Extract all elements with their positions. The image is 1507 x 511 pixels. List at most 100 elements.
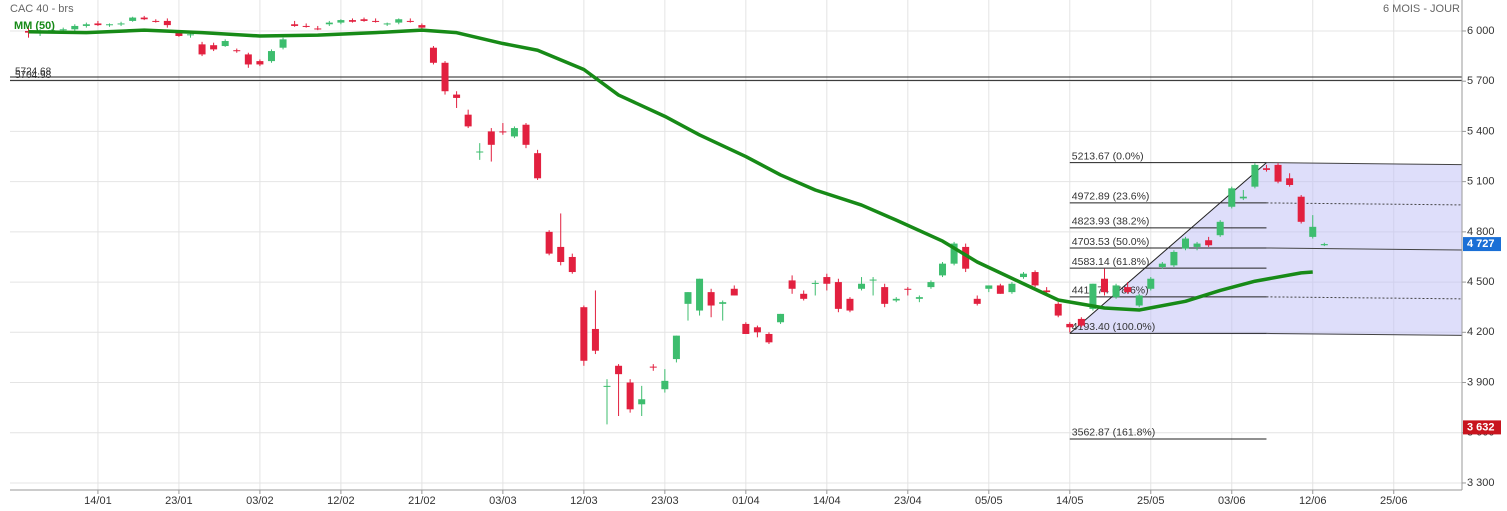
candle-body bbox=[927, 282, 935, 288]
x-tick-label: 12/03 bbox=[570, 495, 598, 507]
candle-body bbox=[186, 34, 194, 36]
y-tick-label: 4 500 bbox=[1467, 276, 1495, 288]
candle-body bbox=[742, 323, 750, 334]
candle-body bbox=[464, 114, 472, 127]
candle-body bbox=[545, 231, 553, 254]
fib-level-label: 4972.89 (23.6%) bbox=[1072, 191, 1150, 203]
candle-body bbox=[707, 292, 715, 306]
y-tick-label: 4 800 bbox=[1467, 226, 1495, 238]
fib-level-label: 5213.67 (0.0%) bbox=[1072, 150, 1144, 162]
candle-body bbox=[279, 39, 287, 48]
candle-body bbox=[904, 288, 912, 290]
chart-subtitle: 6 MOIS - JOUR bbox=[1383, 3, 1460, 15]
candle-body bbox=[210, 45, 218, 50]
candle-body bbox=[522, 124, 530, 145]
y-tick-label: 5 400 bbox=[1467, 125, 1495, 137]
candle-body bbox=[846, 298, 854, 311]
candle-body bbox=[82, 24, 90, 26]
candle-body bbox=[1239, 196, 1247, 199]
candle-body bbox=[881, 287, 889, 304]
candle-body bbox=[1274, 164, 1282, 182]
candle-body bbox=[626, 382, 634, 410]
candle-body bbox=[510, 128, 518, 137]
candle-body bbox=[892, 298, 900, 301]
candle-body bbox=[395, 19, 403, 23]
horizontal-line-label: 5704.98 bbox=[15, 70, 52, 81]
candle-body bbox=[962, 246, 970, 269]
price-tag-label: 3 632 bbox=[1467, 421, 1495, 433]
candle-body bbox=[314, 28, 322, 30]
candle-body bbox=[800, 293, 808, 299]
candle-body bbox=[557, 246, 565, 262]
candle-body bbox=[696, 278, 704, 311]
candle-body bbox=[591, 328, 599, 351]
price-tag bbox=[1463, 420, 1501, 435]
x-tick-label: 03/02 bbox=[246, 495, 274, 507]
top-layer: 4 727 3 632 bbox=[1463, 237, 1501, 435]
candle-body bbox=[360, 19, 368, 21]
candle-body bbox=[59, 29, 67, 31]
candle-body bbox=[1193, 243, 1201, 247]
candle-body bbox=[1216, 221, 1224, 236]
candle-body bbox=[1181, 238, 1189, 249]
candle-body bbox=[568, 256, 576, 273]
chart-title: CAC 40 - brs bbox=[10, 3, 74, 15]
candle-body bbox=[869, 279, 877, 281]
candle-body bbox=[985, 285, 993, 289]
fib-extension bbox=[1266, 247, 1463, 251]
candle-body bbox=[603, 385, 611, 387]
candle-body bbox=[94, 23, 102, 26]
candle-body bbox=[221, 41, 229, 47]
candle-body bbox=[25, 30, 33, 33]
marks-layer bbox=[25, 15, 1328, 425]
candle-body bbox=[1251, 164, 1259, 187]
moving-average-line bbox=[28, 28, 1313, 312]
candle-body bbox=[233, 50, 241, 52]
candle-body bbox=[684, 292, 692, 304]
candle-body bbox=[1297, 196, 1305, 222]
candle-body bbox=[418, 25, 426, 28]
candle-body bbox=[638, 399, 646, 405]
candle-body bbox=[163, 20, 171, 26]
candle-body bbox=[753, 327, 761, 333]
candle-body bbox=[476, 151, 484, 153]
candle-body bbox=[672, 335, 680, 360]
candle-body bbox=[1228, 188, 1236, 207]
candle-body bbox=[1031, 272, 1039, 286]
x-tick-label: 01/04 bbox=[732, 495, 760, 507]
candle-body bbox=[1124, 287, 1132, 293]
candle-body bbox=[973, 298, 981, 304]
x-tick-label: 12/02 bbox=[327, 495, 355, 507]
candle-body bbox=[129, 17, 137, 21]
candle-body bbox=[175, 32, 183, 36]
candle-body bbox=[1043, 290, 1051, 293]
candle-body bbox=[1170, 251, 1178, 266]
candle-body bbox=[534, 153, 542, 179]
candle-body bbox=[1205, 240, 1213, 246]
candle-body bbox=[1066, 323, 1074, 328]
candle-body bbox=[811, 282, 819, 284]
candle-body bbox=[719, 302, 727, 304]
candle-body bbox=[939, 263, 947, 276]
candle-body bbox=[1309, 226, 1317, 237]
candle-body bbox=[580, 307, 588, 361]
candle-body bbox=[291, 24, 299, 26]
candle-body bbox=[71, 25, 79, 30]
candle-body bbox=[244, 54, 252, 65]
fib-level-label: 4823.93 (38.2%) bbox=[1072, 216, 1150, 228]
x-tick-label: 14/04 bbox=[813, 495, 841, 507]
fib-level-label: 4703.53 (50.0%) bbox=[1072, 236, 1150, 248]
candle-body bbox=[117, 23, 125, 25]
candle-body bbox=[1089, 283, 1097, 309]
y-tick-label: 5 100 bbox=[1467, 176, 1495, 188]
x-tick-label: 14/05 bbox=[1056, 495, 1084, 507]
fib-level-label: 4411.74 (78.6%) bbox=[1072, 285, 1149, 297]
fib-area bbox=[1069, 162, 1462, 336]
candle-body bbox=[406, 20, 414, 22]
candle-body bbox=[915, 297, 923, 299]
x-tick-label: 05/05 bbox=[975, 495, 1003, 507]
candle-body bbox=[1286, 178, 1294, 185]
